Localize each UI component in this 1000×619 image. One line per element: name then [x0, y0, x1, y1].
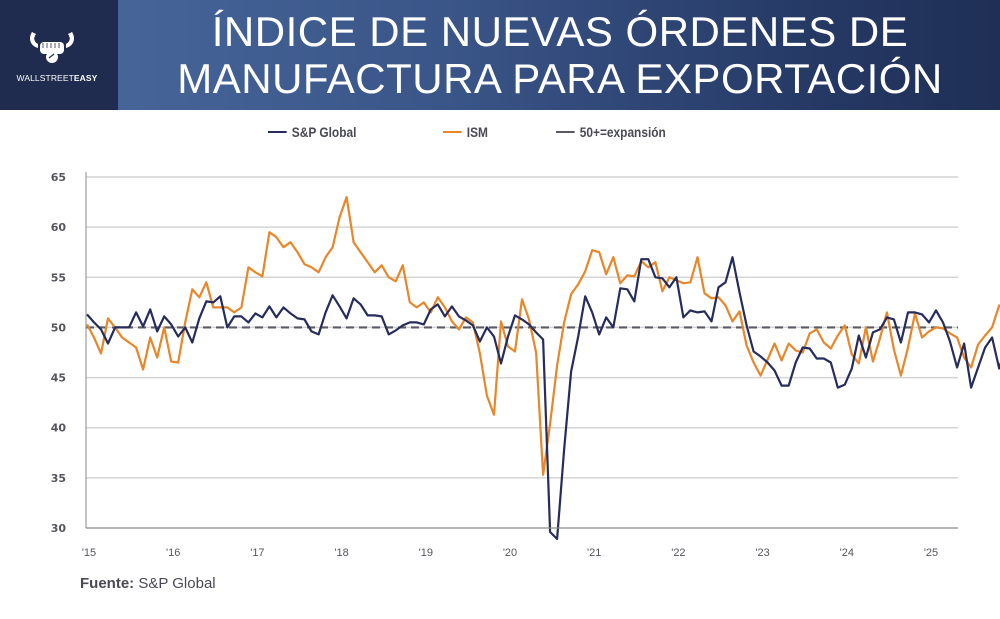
- legend-label-expansion: 50+=expansión: [579, 124, 666, 140]
- legend-item-ism: ISM: [443, 124, 488, 140]
- y-tick-label: 65: [51, 171, 66, 184]
- bull-fist-icon: [30, 32, 74, 63]
- x-tick-label: '22: [671, 547, 685, 559]
- x-tick-label: '23: [755, 547, 769, 559]
- x-tick-label: '25: [924, 547, 938, 559]
- y-tick-label: 35: [51, 472, 66, 485]
- series-line-ism: [86, 196, 1000, 476]
- logo-text-bold: EASY: [73, 73, 98, 83]
- series-group: [86, 196, 1000, 541]
- x-tick-label: '19: [419, 547, 433, 559]
- source-label: Fuente:: [80, 575, 135, 592]
- y-tick-label: 30: [51, 522, 67, 535]
- y-tick-label: 60: [51, 221, 67, 234]
- legend-item-sp-global: S&P Global: [268, 124, 356, 140]
- header-banner: WALLSTREETEASY ÍNDICE DE NUEVAS ÓRDENES …: [0, 0, 1000, 110]
- y-axis-ticks: 30 35 40 45 50 55 60 65: [51, 171, 67, 535]
- x-tick-label: '17: [250, 547, 264, 559]
- legend-item-expansion: 50+=expansión: [556, 124, 666, 140]
- page-title: ÍNDICE DE NUEVAS ÓRDENES DE MANUFACTURA …: [120, 8, 1000, 102]
- source-value: S&P Global: [138, 575, 216, 592]
- legend-swatch-expansion: [556, 130, 575, 134]
- x-tick-label: '16: [166, 547, 180, 559]
- x-tick-label: '18: [334, 547, 348, 559]
- x-tick-label: '15: [82, 547, 96, 559]
- logo-text-light: WALLSTREET: [16, 73, 74, 83]
- y-tick-label: 55: [51, 271, 66, 284]
- legend-swatch-ism: [443, 130, 462, 134]
- title-line-1: ÍNDICE DE NUEVAS ÓRDENES DE: [211, 8, 909, 55]
- y-tick-label: 40: [51, 422, 67, 435]
- x-tick-label: '20: [503, 547, 517, 559]
- x-tick-label: '21: [587, 547, 601, 559]
- series-line-sp-global: [86, 256, 1000, 541]
- x-axis-ticks: '15 '16 '17 '18 '19 '20 '21 '22 '23 '24 '25: [82, 547, 938, 559]
- chart-legend: S&P Global ISM 50+=expansión: [0, 124, 1000, 144]
- legend-swatch-sp-global: [268, 130, 287, 134]
- y-tick-label: 50: [51, 321, 67, 334]
- legend-label-sp-global: S&P Global: [291, 124, 357, 140]
- title-line-2: MANUFACTURA PARA EXPORTACIÓN: [177, 55, 943, 102]
- y-tick-label: 45: [51, 372, 66, 385]
- logo-wordmark: WALLSTREETEASY: [12, 73, 102, 83]
- source-note: Fuente: S&P Global: [80, 575, 216, 592]
- legend-label-ism: ISM: [466, 124, 488, 140]
- x-tick-label: '24: [840, 547, 854, 559]
